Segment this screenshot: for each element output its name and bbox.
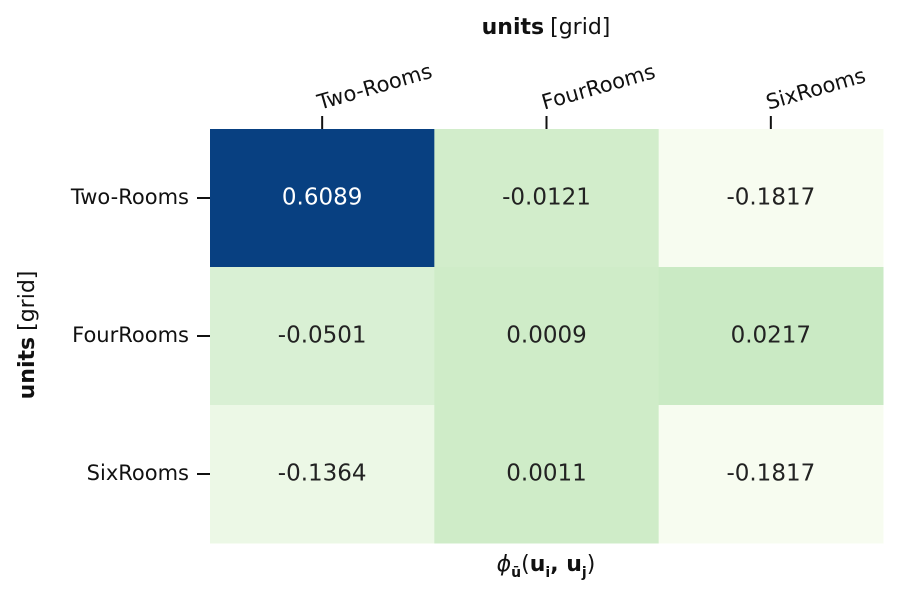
heatmap-cell	[210, 129, 435, 268]
bottom-label-part: u	[530, 552, 546, 577]
bottom-label-part: u	[566, 552, 582, 577]
heatmap-cell	[658, 129, 884, 268]
bottom-label-part: ū	[511, 565, 521, 581]
x-tick-label: Two-Rooms	[314, 59, 435, 115]
y-tick-label: SixRooms	[87, 461, 189, 485]
cell-label: -0.1817	[726, 185, 815, 211]
cell-label: 0.6089	[282, 185, 362, 211]
bottom-label-part: j	[581, 565, 587, 581]
cell-label: 0.0011	[506, 461, 586, 487]
heatmap-cell	[434, 267, 660, 406]
bottom-label: ϕū(ui, uj)	[497, 552, 596, 581]
bottom-label-part: i	[545, 565, 550, 581]
cell-label: 0.0009	[506, 323, 586, 349]
x-axis-label: units [grid]	[482, 15, 611, 40]
heatmap-cell	[210, 267, 435, 406]
cell-label: -0.0121	[502, 185, 591, 211]
bottom-label-part: ,	[550, 552, 566, 577]
y-tick-label: Two-Rooms	[70, 185, 189, 209]
heatmap-cell	[434, 405, 660, 544]
cell-label: 0.0217	[731, 323, 811, 349]
heatmap-cell	[434, 129, 660, 268]
heatmap-cell	[658, 405, 884, 544]
heatmap-cell	[658, 267, 884, 406]
bottom-label-part: ϕ	[497, 552, 512, 577]
bottom-label-part: (	[521, 552, 530, 577]
bottom-label-part: )	[587, 552, 596, 577]
x-tick-label: FourRooms	[539, 59, 658, 114]
y-axis-label: units [grid]	[15, 271, 40, 400]
x-axis-label-bold: units	[482, 15, 544, 40]
y-axis-label-bold: units	[15, 337, 40, 399]
x-axis-label-unit: [grid]	[550, 15, 610, 40]
cell-label: -0.1364	[278, 461, 367, 487]
cell-label: -0.0501	[278, 323, 367, 349]
y-tick-label: FourRooms	[72, 323, 189, 347]
heatmap-cell	[210, 405, 435, 544]
cell-label: -0.1817	[726, 461, 815, 487]
y-axis-label-unit: [grid]	[15, 271, 40, 331]
x-tick-label: SixRooms	[763, 63, 868, 114]
